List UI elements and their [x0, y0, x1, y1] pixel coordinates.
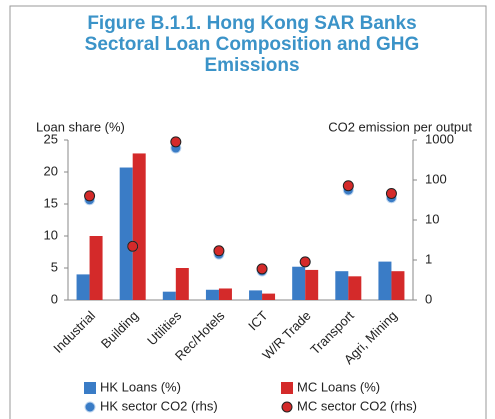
legend-swatch [84, 401, 96, 413]
chart-title: Figure B.1.1. Hong Kong SAR Banks [87, 13, 416, 34]
y-tick-label: 20 [44, 163, 58, 178]
y-tick-label: 25 [44, 131, 58, 146]
y-tick-label: 15 [44, 195, 58, 210]
chart-title: Emissions [204, 55, 299, 76]
x-tick-label: Utilities [144, 308, 185, 349]
y-axis-label: Loan share (%) [36, 119, 125, 134]
legend-swatch [84, 382, 96, 394]
y-tick-label: 0 [51, 291, 58, 306]
bar [262, 293, 276, 300]
bar [89, 236, 103, 300]
bar [119, 167, 133, 300]
scatter-point [213, 245, 225, 257]
frame [9, 5, 487, 419]
scatter-point [342, 180, 354, 192]
legend-label: HK Loans (%) [100, 379, 181, 394]
bar [335, 271, 349, 300]
bar [218, 288, 232, 300]
chart-title: Sectoral Loan Composition and GHG [85, 34, 420, 55]
scatter-point [84, 190, 96, 202]
y2-axis-label: CO2 emission per output [328, 119, 472, 134]
bar [348, 276, 362, 300]
bar [305, 269, 319, 300]
scatter-point [385, 187, 397, 199]
legend-swatch [281, 401, 293, 413]
bar [76, 274, 90, 300]
bar [378, 261, 392, 300]
x-tick-label: Building [98, 308, 141, 351]
y2-tick-label: 1000 [425, 131, 454, 146]
legend-label: MC sector CO2 (rhs) [297, 398, 417, 413]
x-tick-label: Industrial [50, 308, 98, 356]
bar [205, 289, 219, 300]
y-tick-label: 10 [44, 227, 58, 242]
scatter-point [256, 263, 268, 275]
legend-swatch [281, 382, 293, 394]
bar [391, 271, 405, 300]
y2-tick-label: 1 [425, 251, 432, 266]
legend-label: HK sector CO2 (rhs) [100, 398, 218, 413]
scatter-point [127, 240, 139, 252]
bar [132, 153, 146, 300]
scatter-point [170, 136, 182, 148]
y2-tick-label: 100 [425, 171, 447, 186]
legend-label: MC Loans (%) [297, 379, 380, 394]
x-tick-label: ICT [245, 308, 270, 333]
y-tick-label: 5 [51, 259, 58, 274]
y2-tick-label: 10 [425, 211, 439, 226]
bar [292, 266, 306, 300]
bar [175, 268, 189, 300]
scatter-point [299, 256, 311, 268]
y2-tick-label: 0 [425, 291, 432, 306]
bar [162, 291, 176, 300]
bar [249, 290, 263, 300]
